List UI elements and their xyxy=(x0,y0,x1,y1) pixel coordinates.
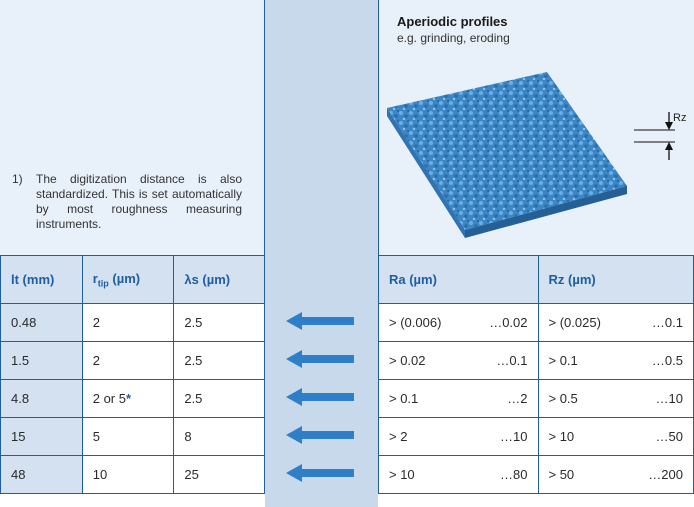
cell-lt: 4.8 xyxy=(0,379,83,418)
cell-lambda-s: 25 xyxy=(173,455,265,494)
roughness-range-table: Ra (µm) Rz (µm) > (0.006) …0.02 > (0.025)… xyxy=(378,255,694,494)
cell-ra-range: > 2 …10 xyxy=(378,417,539,456)
cell-lt: 15 xyxy=(0,417,83,456)
left-info-panel: 1) The digitization distance is also sta… xyxy=(0,0,265,256)
cell-lambda-s: 8 xyxy=(173,417,265,456)
cell-rz-range: > (0.025) …0.1 xyxy=(537,303,694,342)
middle-arrow-band xyxy=(265,0,378,507)
cell-ra-range: > 0.1 …2 xyxy=(378,379,539,418)
table-row: 48 10 25 xyxy=(0,455,265,494)
cell-rtip: 2 xyxy=(81,341,175,380)
cell-ra-range: > 0.02 …0.1 xyxy=(378,341,539,380)
cell-lambda-s: 2.5 xyxy=(173,303,265,342)
footnote-text: The digitization distance is also standa… xyxy=(36,172,242,231)
cutoff-parameter-table: lt (mm) rtip (µm) λs (µm) 0.48 2 2.5 1.5… xyxy=(0,255,265,494)
header-lt: lt (mm) xyxy=(0,255,83,304)
cell-rtip: 5 xyxy=(81,417,175,456)
footnote-number: 1) xyxy=(12,172,23,186)
cell-rtip: 10 xyxy=(81,455,175,494)
cell-lt: 0.48 xyxy=(0,303,83,342)
table-row: > 10 …80 > 50 …200 xyxy=(378,455,694,494)
table-row: > (0.006) …0.02 > (0.025) …0.1 xyxy=(378,303,694,342)
table-row: > 0.02 …0.1 > 0.1 …0.5 xyxy=(378,341,694,380)
row-arrow-left-icon xyxy=(286,350,354,368)
cell-lambda-s: 2.5 xyxy=(173,341,265,380)
cell-ra-range: > 10 …80 xyxy=(378,455,539,494)
header-rz: Rz (µm) xyxy=(537,255,694,304)
footnote-star-marker: * xyxy=(125,391,132,406)
header-rtip: rtip (µm) xyxy=(81,255,175,304)
table-row: 4.8 2 or 5* 2.5 xyxy=(0,379,265,418)
profile-title: Aperiodic profiles xyxy=(397,14,508,29)
table-row: 15 5 8 xyxy=(0,417,265,456)
cell-rz-range: > 50 …200 xyxy=(537,455,694,494)
row-arrow-left-icon xyxy=(286,312,354,330)
table-row: 1.5 2 2.5 xyxy=(0,341,265,380)
cell-lt: 1.5 xyxy=(0,341,83,380)
table-row: > 0.1 …2 > 0.5 …10 xyxy=(378,379,694,418)
cell-rz-range: > 10 …50 xyxy=(537,417,694,456)
rz-dimension-label: Rz xyxy=(673,112,686,124)
surface-side-edge xyxy=(465,186,627,238)
row-arrow-left-icon xyxy=(286,388,354,406)
table-row: 0.48 2 2.5 xyxy=(0,303,265,342)
rz-arrowhead-up xyxy=(665,142,673,150)
cell-rz-range: > 0.1 …0.5 xyxy=(537,341,694,380)
profile-subtitle: e.g. grinding, eroding xyxy=(397,31,510,45)
row-arrow-left-icon xyxy=(286,464,354,482)
surface-top xyxy=(387,72,627,230)
rough-surface-illustration: Rz xyxy=(387,72,686,238)
rz-arrowhead-down xyxy=(665,122,673,130)
surface-front-edge xyxy=(387,108,465,238)
table-row: > 2 …10 > 10 …50 xyxy=(378,417,694,456)
digitization-footnote: 1) The digitization distance is also sta… xyxy=(12,172,242,232)
cell-lambda-s: 2.5 xyxy=(173,379,265,418)
table-header-row: lt (mm) rtip (µm) λs (µm) xyxy=(0,255,265,304)
cell-rtip: 2 xyxy=(81,303,175,342)
profile-illustration-panel: Aperiodic profiles e.g. grinding, erodin… xyxy=(378,0,694,256)
cell-rtip: 2 or 5* xyxy=(81,379,175,418)
table-header-row: Ra (µm) Rz (µm) xyxy=(378,255,694,304)
cell-ra-range: > (0.006) …0.02 xyxy=(378,303,539,342)
cell-lt: 48 xyxy=(0,455,83,494)
row-arrow-left-icon xyxy=(286,426,354,444)
header-ra: Ra (µm) xyxy=(378,255,539,304)
cell-rz-range: > 0.5 …10 xyxy=(537,379,694,418)
header-lambda-s: λs (µm) xyxy=(173,255,265,304)
